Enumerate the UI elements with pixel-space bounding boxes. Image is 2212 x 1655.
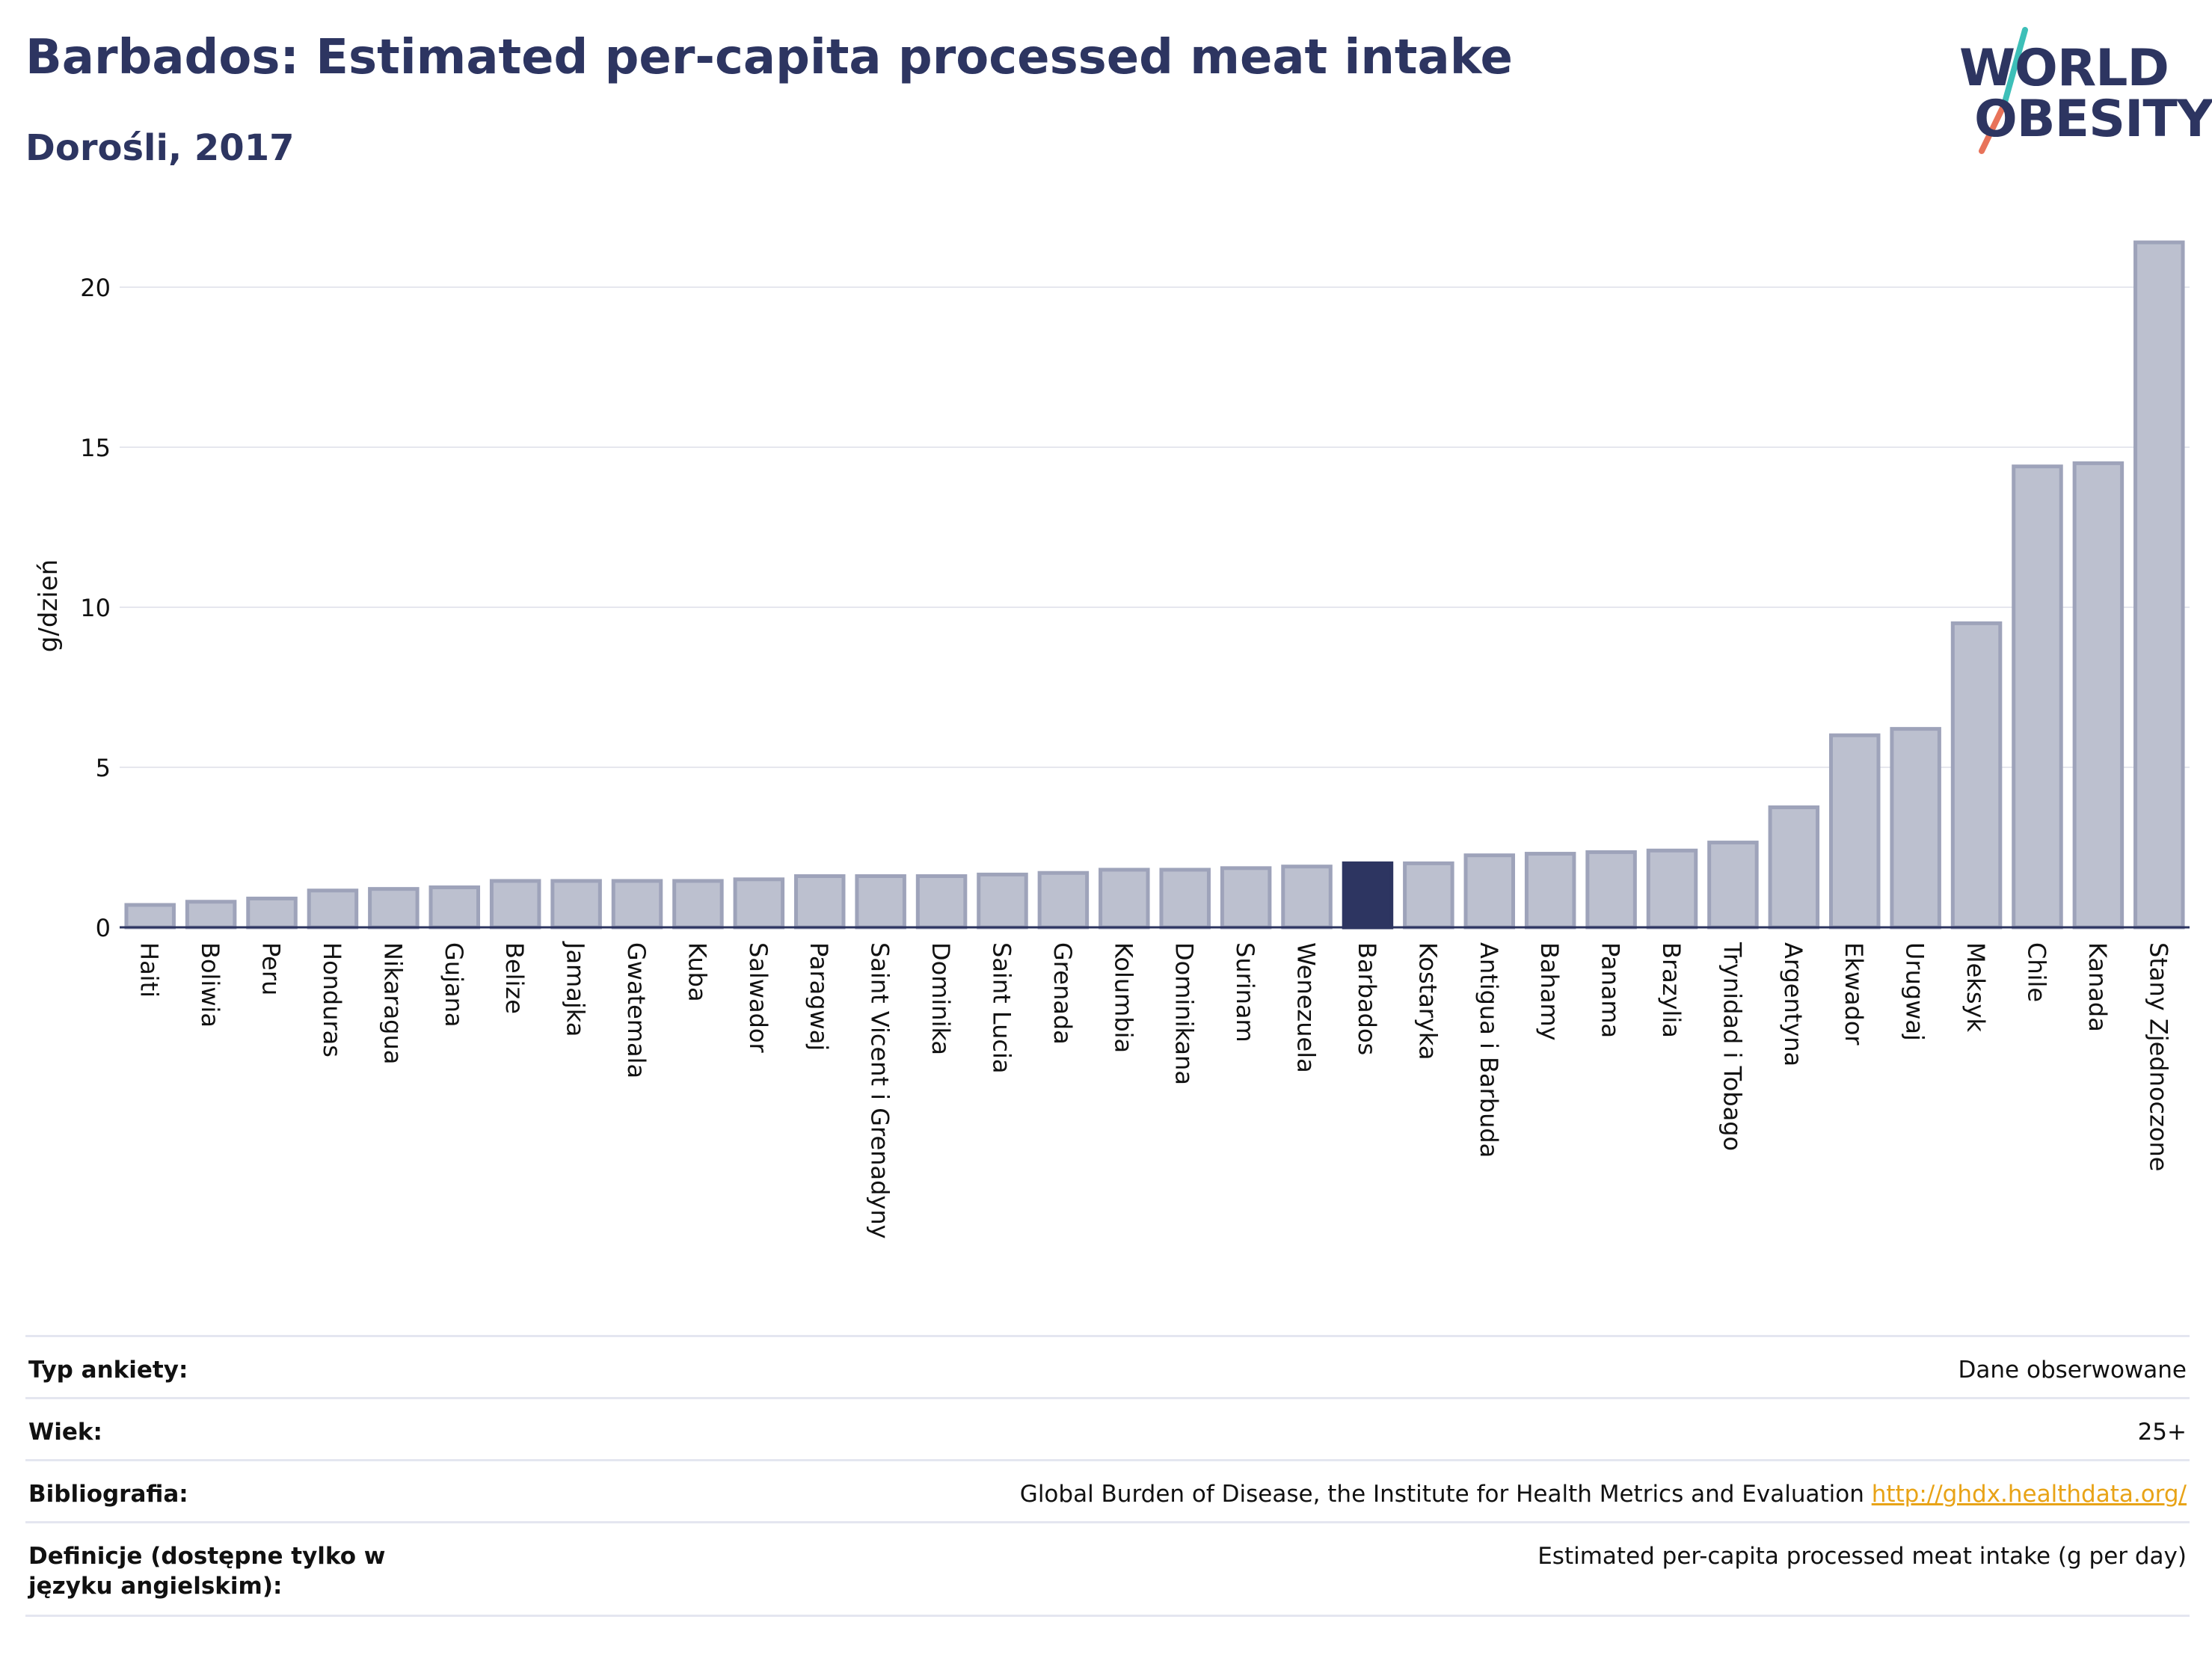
x-tick-label: Surinam	[1231, 942, 1259, 1043]
bar-kostaryka[interactable]	[1403, 861, 1454, 930]
bars	[120, 240, 2190, 930]
bar-antigua-i-barbuda[interactable]	[1463, 853, 1516, 930]
logo-word-world: WORLD	[1959, 39, 2169, 98]
x-tick-label: Salwador	[744, 942, 772, 1053]
x-tick-label: Saint Vicent i Grenadyny	[866, 942, 894, 1239]
bar-brazylia[interactable]	[1646, 848, 1698, 930]
x-tick-label: Peru	[257, 942, 286, 995]
x-tick-label: Urugwaj	[1901, 942, 1929, 1041]
x-tick-label: Stany Zjednoczone	[2144, 942, 2172, 1171]
bar-haiti[interactable]	[124, 903, 176, 930]
x-tick-label: Haiti	[135, 942, 164, 998]
y-tick-label: 15	[80, 434, 111, 462]
x-tick-label: Kostaryka	[1413, 942, 1442, 1060]
chart-title: Barbados: Estimated per-capita processed…	[25, 30, 1513, 85]
bar-nikaragua[interactable]	[368, 887, 420, 930]
bar-saint-vicent-i-grenadyny[interactable]	[855, 874, 906, 930]
y-tick-label: 0	[96, 914, 111, 942]
info-row: Definicje (dostępne tylko w języku angie…	[25, 1521, 2190, 1617]
y-tick-label: 5	[96, 754, 111, 782]
bar-jamajka[interactable]	[550, 879, 602, 930]
x-tick-label: Antigua i Barbuda	[1475, 942, 1503, 1158]
x-tick-label: Panama	[1597, 942, 1625, 1038]
info-table: Typ ankiety: Dane obserwowane Wiek: 25+ Bibl…	[25, 1335, 2190, 1617]
bar-peru[interactable]	[246, 896, 298, 930]
bar-barbados[interactable]	[1342, 861, 1394, 930]
x-tick-label: Boliwia	[196, 942, 224, 1028]
y-tick-label: 20	[80, 274, 111, 302]
bar-gwatemala[interactable]	[611, 879, 663, 930]
bar-belize[interactable]	[489, 879, 541, 930]
y-axis-label: g/dzień	[34, 559, 64, 652]
info-value: Estimated per-capita processed meat inta…	[480, 1521, 2190, 1617]
x-tick-label: Belize	[500, 942, 529, 1014]
bar-kuba[interactable]	[672, 879, 724, 930]
bar-gujana[interactable]	[428, 885, 481, 930]
x-tick-label: Ekwador	[1840, 942, 1868, 1045]
x-tick-label: Grenada	[1048, 942, 1077, 1045]
x-tick-label: Saint Lucia	[987, 942, 1016, 1073]
x-tick-label: Gwatemala	[622, 942, 651, 1078]
bar-stany-zjednoczone[interactable]	[2133, 240, 2185, 930]
info-row: Bibliografia: Global Burden of Disease, t…	[25, 1459, 2190, 1523]
x-tick-label: Kanada	[2083, 942, 2112, 1032]
bar-kanada[interactable]	[2072, 461, 2125, 930]
x-tick-label: Wenezuela	[1292, 942, 1321, 1073]
x-tick-label: Nikaragua	[378, 942, 407, 1064]
x-tick-label: Gujana	[440, 942, 468, 1027]
x-tick-label: Paragwaj	[805, 942, 833, 1051]
info-key: Typ ankiety:	[25, 1335, 480, 1398]
x-tick-label: Trynidad i Tobago	[1718, 942, 1746, 1151]
info-key: Wiek:	[25, 1397, 480, 1461]
info-key: Definicje (dostępne tylko w języku angie…	[25, 1521, 480, 1617]
x-tick-label: Argentyna	[1779, 942, 1807, 1066]
chart-subtitle: Dorośli, 2017	[25, 127, 295, 169]
bar-saint-lucia[interactable]	[977, 872, 1028, 930]
bibliography-link[interactable]: http://ghdx.healthdata.org/	[1871, 1481, 2187, 1508]
bar-honduras[interactable]	[307, 888, 359, 930]
x-tick-label: Jamajka	[562, 941, 590, 1037]
x-tick-label: Barbados	[1353, 942, 1381, 1055]
bar-ekwador[interactable]	[1828, 733, 1881, 930]
x-tick-label: Dominikana	[1170, 942, 1199, 1085]
info-row: Typ ankiety: Dane obserwowane	[25, 1335, 2190, 1398]
x-tick-label: Kolumbia	[1109, 942, 1137, 1053]
info-value: 25+	[480, 1397, 2190, 1461]
bar-dominikana[interactable]	[1159, 868, 1211, 930]
bar-dominika[interactable]	[915, 874, 968, 930]
y-tick-label: 10	[80, 594, 111, 622]
x-tick-label: Kuba	[683, 942, 711, 1002]
bar-boliwia[interactable]	[185, 900, 237, 930]
logo-slash-icon	[1979, 27, 2028, 154]
bar-urugwaj[interactable]	[1890, 727, 1941, 930]
bar-paragwaj[interactable]	[793, 874, 846, 930]
bar-chile[interactable]	[2012, 464, 2063, 930]
bar-wenezuela[interactable]	[1281, 865, 1333, 930]
info-value: Global Burden of Disease, the Institute …	[480, 1459, 2190, 1523]
bar-surinam[interactable]	[1220, 866, 1272, 930]
bar-argentyna[interactable]	[1768, 805, 1820, 930]
bar-trynidad-i-tobago[interactable]	[1707, 841, 1759, 930]
info-value: Dane obserwowane	[480, 1335, 2190, 1398]
bar-meksyk[interactable]	[1950, 621, 2003, 930]
x-tick-label: Meksyk	[1961, 942, 1990, 1032]
x-tick-label: Chile	[2022, 942, 2050, 1002]
x-tick-label: Dominika	[927, 942, 955, 1055]
logo-word-obesity: OBESITY	[1974, 90, 2212, 149]
bar-grenada[interactable]	[1037, 871, 1090, 930]
info-key: Bibliografia:	[25, 1459, 480, 1523]
y-axis-ticks: 0 5 10 15 20	[80, 274, 111, 942]
info-row: Wiek: 25+	[25, 1397, 2190, 1461]
bar-chart: 0 5 10 15 20 Haiti Boliwia Peru Honduras Nikarag…	[34, 240, 2190, 1239]
x-tick-label: Bahamy	[1535, 942, 1564, 1041]
x-tick-label: Brazylia	[1657, 942, 1686, 1038]
bar-salwador[interactable]	[733, 877, 785, 930]
bar-panama[interactable]	[1585, 850, 1637, 930]
bar-bahamy[interactable]	[1524, 852, 1576, 930]
x-tick-label: Honduras	[318, 942, 346, 1057]
gridlines	[120, 286, 2190, 768]
x-axis-ticks: Haiti Boliwia Peru Honduras Nikaragua Gujana B…	[135, 941, 2173, 1239]
bar-kolumbia[interactable]	[1099, 868, 1150, 930]
world-obesity-logo[interactable]: WORLD OBESITY	[1944, 22, 2212, 157]
